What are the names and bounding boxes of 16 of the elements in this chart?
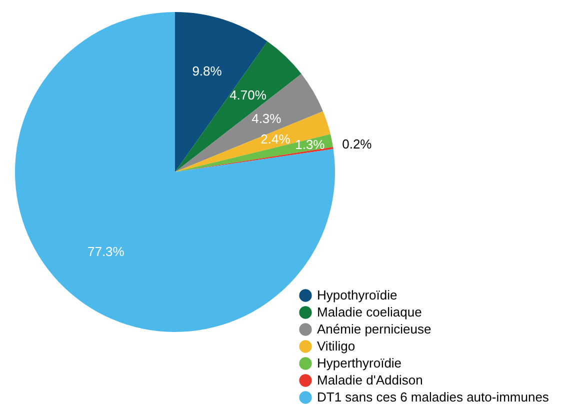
data-label: 1.3% (295, 136, 326, 152)
data-label: 4.3% (252, 111, 282, 126)
legend-label: DT1 sans ces 6 maladies auto-immunes (317, 390, 550, 404)
legend-label: Hyperthyroïdie (317, 356, 402, 370)
data-label: 2.4% (260, 131, 291, 146)
data-label: 77.3% (87, 244, 125, 259)
legend-label: Anémie pernicieuse (317, 322, 432, 336)
data-label: 9.8% (192, 63, 222, 78)
legend-label: Hypothyroïdie (317, 288, 398, 302)
legend-label: Maladie d'Addison (317, 372, 423, 388)
data-label: 0.2% (342, 136, 372, 152)
legend-label: Maladie coeliaque (317, 304, 422, 320)
pie-slice (175, 134, 334, 172)
legend-label: Vitiligo (317, 338, 356, 354)
data-label: 4.70% (230, 88, 267, 103)
pie-slice (175, 111, 330, 172)
